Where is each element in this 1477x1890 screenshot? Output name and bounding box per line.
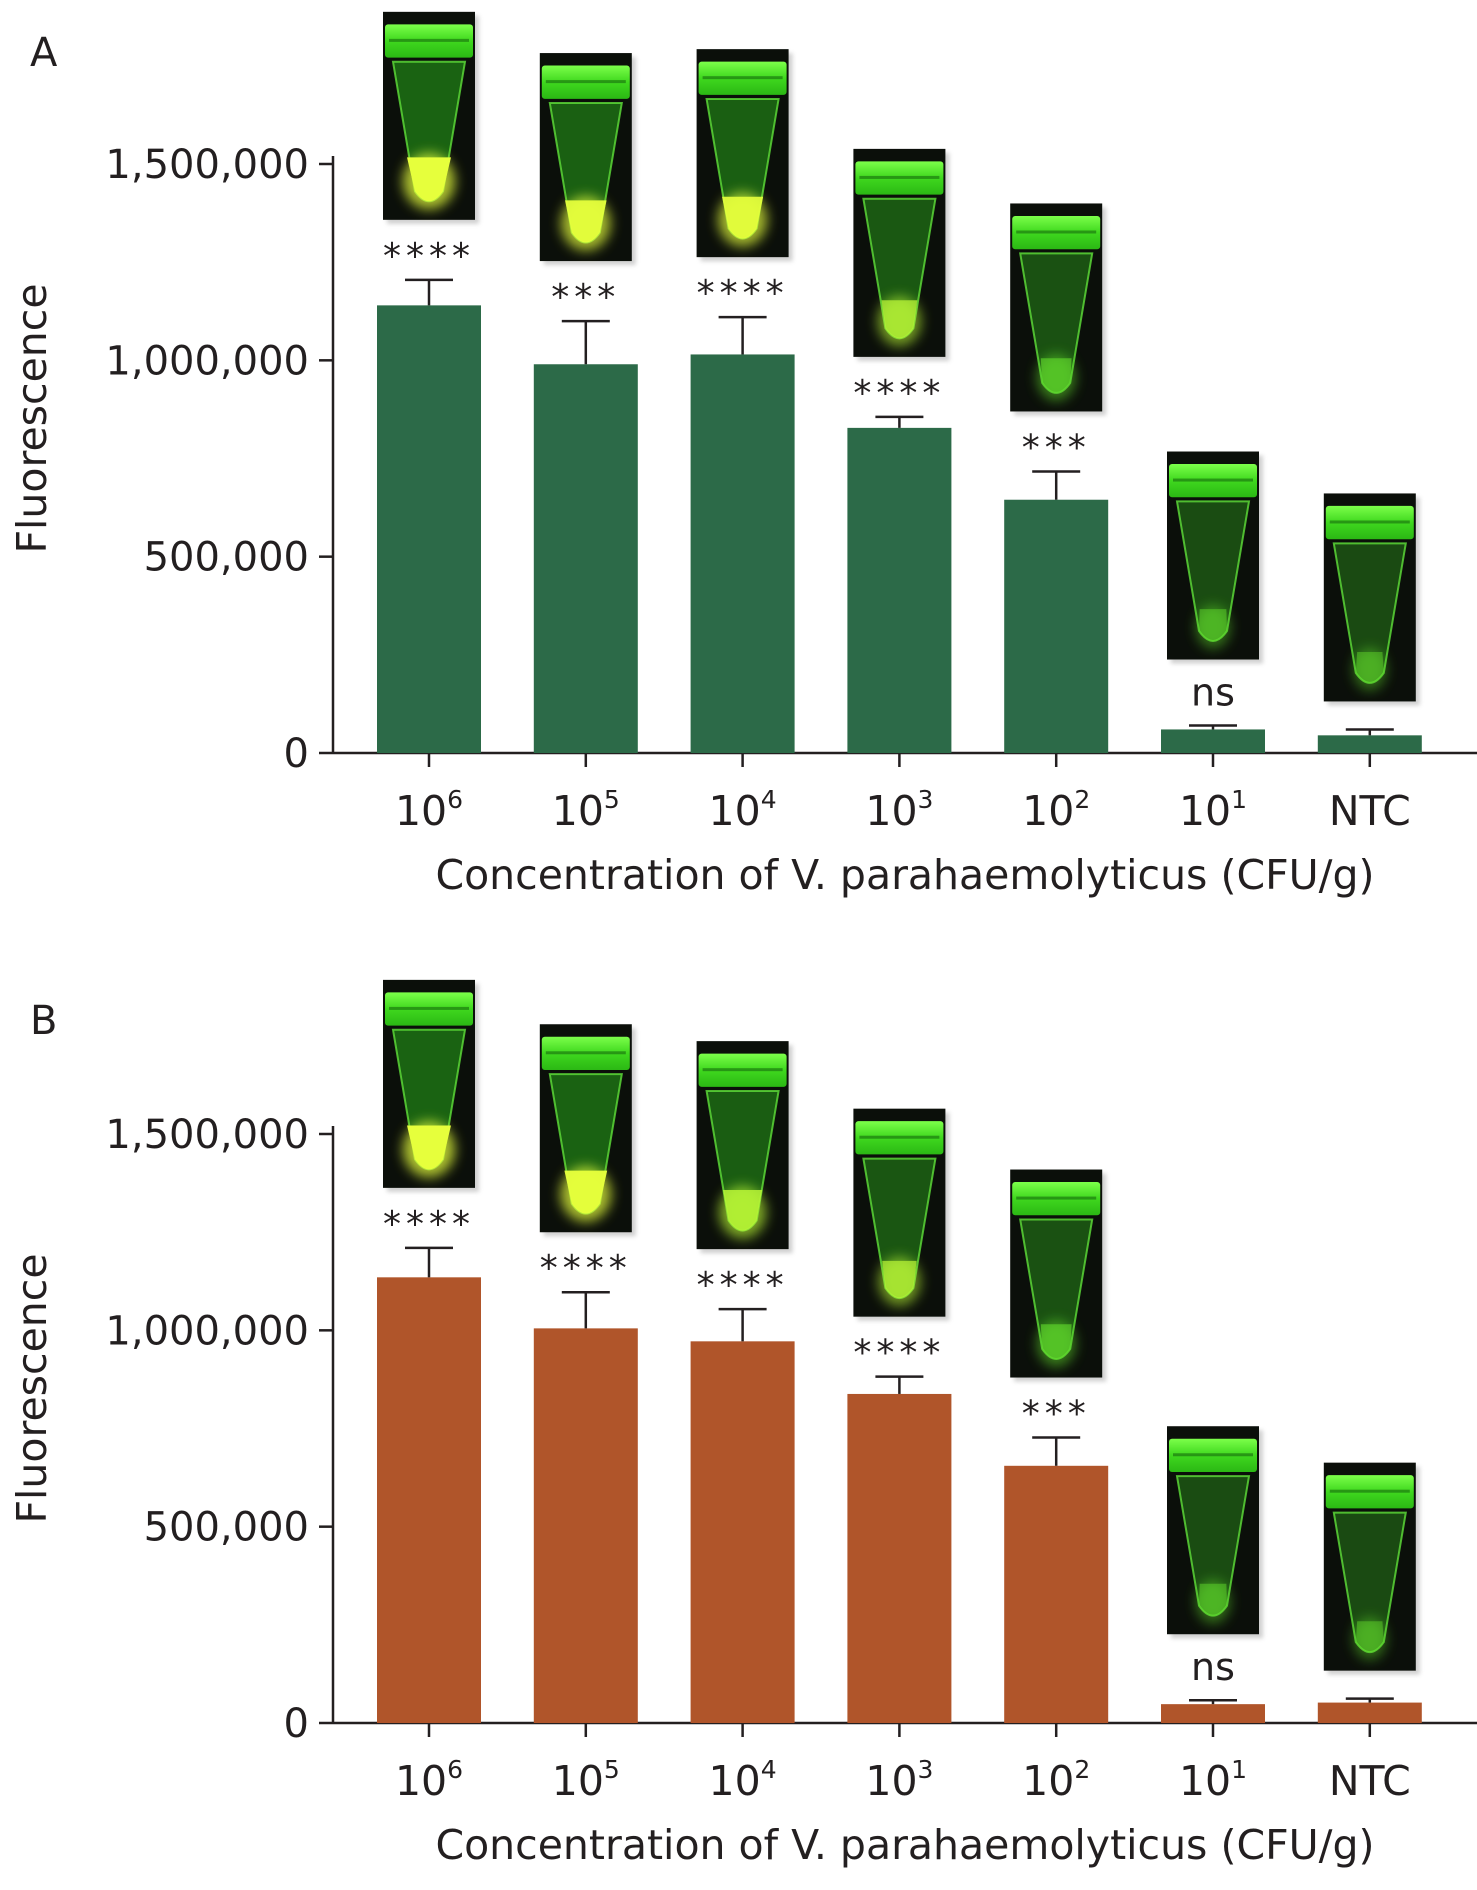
panel-b-y-tick-label: 500,000	[144, 1505, 309, 1551]
panel-a-bar	[377, 305, 481, 753]
panel-b-bar	[847, 1393, 952, 1723]
panel-b-x-axis-title: Concentration of V. parahaemolyticus (CF…	[435, 1821, 1374, 1869]
panel-a-y-tick-label: 1,500,000	[105, 142, 309, 188]
panel-a-significance-label: ****	[383, 236, 475, 277]
panel-a-y-axis-title: Fluorescence	[8, 283, 56, 553]
panel-b-tube-photo	[383, 979, 479, 1192]
panel-a-x-axis-title: Concentration of V. parahaemolyticus (CF…	[435, 851, 1374, 899]
panel-b-bar	[1004, 1465, 1109, 1723]
panel-a-significance-label: ****	[697, 273, 789, 314]
panel-b-x-tick-label: 102	[1022, 1755, 1090, 1805]
panel-b-letter: B	[30, 998, 57, 1044]
panel-a-x-tick-label: 104	[709, 785, 777, 835]
panel-a-y-tick-label: 1,000,000	[105, 338, 309, 384]
panel-a-y-tick-label: 0	[284, 731, 309, 777]
panel-a-bar	[1161, 729, 1265, 753]
panel-a-x-tick-label: 102	[1022, 785, 1090, 835]
panel-b-significance-label: ****	[383, 1204, 475, 1245]
panel-a-tube-photo	[383, 11, 479, 224]
panel-b-tube-photo	[1167, 1426, 1263, 1639]
panel-b-bar	[1317, 1702, 1422, 1723]
panel-b-y-tick-label: 1,000,000	[105, 1308, 309, 1354]
panel-b-y-axis-title: Fluorescence	[8, 1253, 56, 1523]
panel-b-bar	[533, 1328, 638, 1723]
panel-a-tube-photo	[539, 53, 636, 266]
panel-a-tube-photo	[696, 49, 793, 262]
panel-a-x-tick-label: NTC	[1329, 787, 1411, 835]
panel-b-x-tick-label: 106	[395, 1755, 463, 1805]
panel-a-y-tick-label: 500,000	[144, 535, 309, 581]
panel-b-x-tick-label: 101	[1179, 1755, 1247, 1805]
panel-b-x-tick-label: 103	[865, 1755, 933, 1805]
panel-b-x-tick-label: 104	[709, 1755, 777, 1805]
panel-a-tube-photo	[1010, 203, 1107, 416]
panel-a-x-tick-label: 103	[865, 785, 933, 835]
panel-a-x-tick-label: 101	[1179, 785, 1247, 835]
panel-a-x-tick-label: 105	[552, 785, 620, 835]
panel-a-significance-label: ns	[1191, 671, 1235, 715]
panel-b-tube-photo	[696, 1041, 793, 1254]
panel-b-tube-photo	[539, 1024, 636, 1237]
panel-a-significance-label: ***	[1022, 427, 1091, 468]
panel-b-significance-label: ns	[1191, 1645, 1235, 1689]
panel-b-significance-label: ***	[1022, 1394, 1091, 1435]
panel-a-letter: A	[30, 30, 58, 76]
panel-b: B Fluorescence 0 500,000 1,000,000 1,500,000 *…	[8, 979, 1477, 1869]
panel-a-bar	[1317, 735, 1422, 753]
panel-a-tube-photo	[1323, 493, 1420, 706]
panel-b-y-tick-label: 1,500,000	[105, 1112, 309, 1158]
panel-b-tube-photo	[1323, 1462, 1420, 1675]
panel-a-significance-label: ****	[853, 373, 945, 414]
panel-a-significance-label: ***	[551, 277, 620, 318]
panel-b-tube-photo	[1010, 1169, 1107, 1382]
panel-a-tube-photo	[853, 148, 950, 361]
panel-a-bar	[1004, 499, 1109, 753]
panel-b-x-tick-label: NTC	[1329, 1757, 1411, 1805]
panel-b-significance-label: ****	[853, 1333, 945, 1374]
panel-a-bar	[690, 354, 795, 753]
panel-b-significance-label: ****	[697, 1265, 789, 1306]
panel-b-tube-photo	[853, 1108, 950, 1321]
panel-b-significance-label: ****	[540, 1248, 632, 1289]
panel-b-bar	[1161, 1704, 1265, 1723]
panel-a-tube-photo	[1167, 451, 1263, 664]
panel-b-x-tick-label: 105	[552, 1755, 620, 1805]
panel-a-bar	[847, 427, 952, 753]
panel-b-bar	[690, 1341, 795, 1723]
panel-b-y-tick-label: 0	[284, 1701, 309, 1747]
panel-a-x-tick-label: 106	[395, 785, 463, 835]
panel-a-bar	[533, 364, 638, 753]
panel-a: A Fluorescence 0 500,000 1,000,000 1,500,000 *…	[8, 11, 1477, 899]
panel-b-bar	[377, 1277, 481, 1723]
